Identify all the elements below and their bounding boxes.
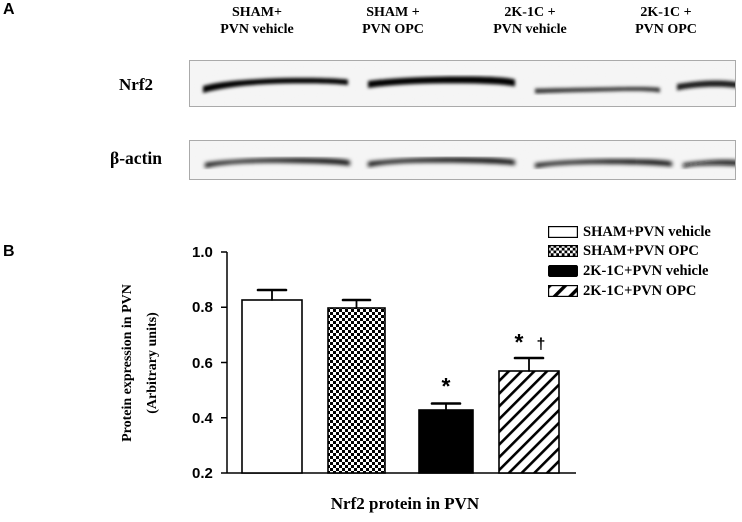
svg-text:*: * xyxy=(442,373,451,399)
svg-text:*: * xyxy=(515,329,524,355)
svg-text:†: † xyxy=(537,336,546,353)
